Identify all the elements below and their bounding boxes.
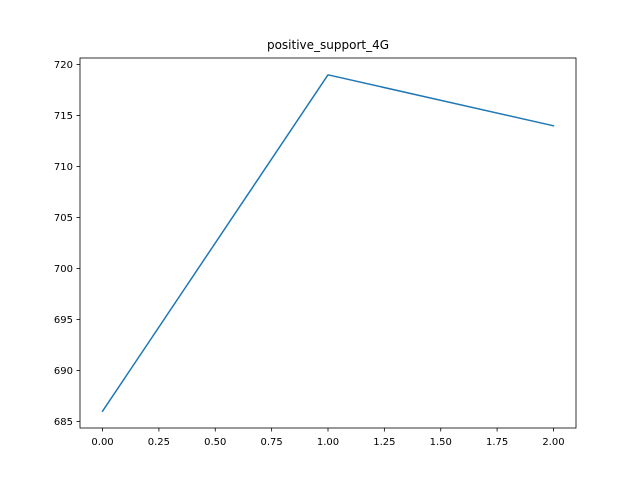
y-tick-label: 690 bbox=[54, 366, 73, 377]
x-tick-label: 0.50 bbox=[204, 437, 226, 448]
x-tick-label: 0.25 bbox=[148, 437, 170, 448]
y-tick-label: 715 bbox=[54, 111, 73, 122]
x-tick-label: 1.00 bbox=[317, 437, 339, 448]
x-tick-label: 0.00 bbox=[91, 437, 113, 448]
y-tick-label: 705 bbox=[54, 213, 73, 224]
x-axis: 0.00 0.25 0.50 0.75 1.00 1.25 1.50 1.75 2.00 bbox=[91, 428, 565, 448]
x-tick-label: 0.75 bbox=[261, 437, 283, 448]
y-tick-label: 685 bbox=[54, 417, 73, 428]
x-tick-label: 1.50 bbox=[430, 437, 452, 448]
y-tick-label: 695 bbox=[54, 315, 73, 326]
x-tick-label: 2.00 bbox=[542, 437, 564, 448]
y-tick-label: 720 bbox=[54, 60, 73, 71]
y-tick-label: 700 bbox=[54, 264, 73, 275]
y-axis: 685 690 695 700 705 710 715 720 bbox=[54, 60, 80, 428]
x-tick-label: 1.75 bbox=[486, 437, 508, 448]
x-tick-label: 1.25 bbox=[373, 437, 395, 448]
series-layer bbox=[101, 74, 555, 413]
series-line bbox=[101, 74, 555, 413]
chart-title: positive_support_4G bbox=[267, 38, 389, 52]
y-tick-label: 710 bbox=[54, 162, 73, 173]
plot-frame bbox=[79, 57, 577, 429]
